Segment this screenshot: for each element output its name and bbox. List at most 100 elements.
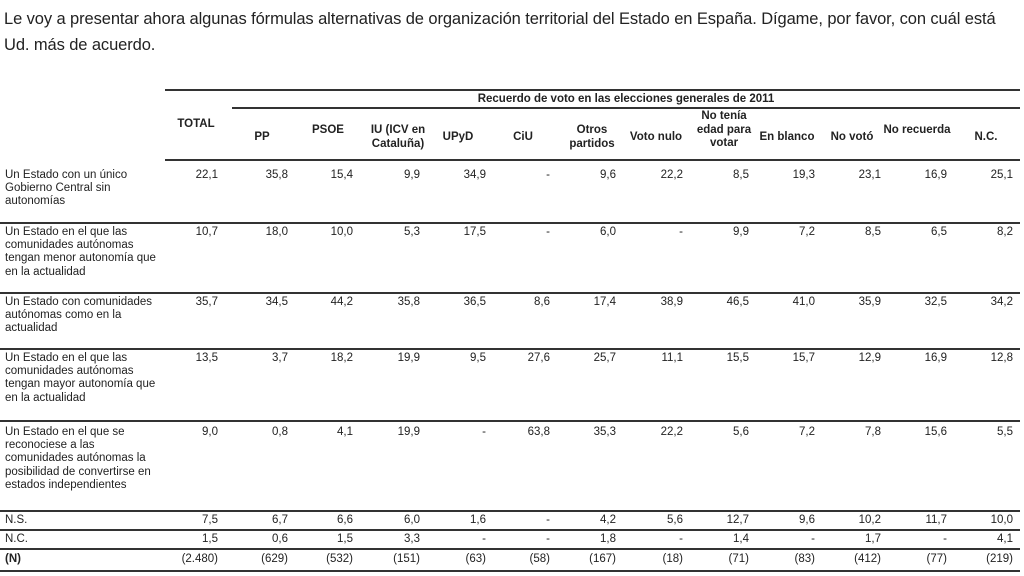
table-cell: 8,2 [997,226,1013,238]
table-cell: 16,9 [924,352,947,364]
table-cell: - [679,533,683,545]
table-cell: 7,2 [799,426,815,438]
row-label: N.C. [5,533,28,545]
row-rule [0,420,1020,422]
table-cell: 41,0 [792,296,815,308]
table-cell: (58) [529,553,550,565]
table-cell: 63,8 [527,426,550,438]
table-cell: 12,8 [990,352,1013,364]
table-cell: 9,9 [404,169,420,181]
table-cell: 6,6 [337,514,353,526]
table-cell: 9,5 [470,352,486,364]
table-cell: 15,6 [924,426,947,438]
table-cell: - [546,514,550,526]
table-cell: 5,6 [667,514,683,526]
table-cell: - [482,426,486,438]
table-cell: (629) [261,553,288,565]
table-cell: (219) [986,553,1013,565]
table-cell: 0,6 [272,533,288,545]
table-cell: 18,0 [265,226,288,238]
column-header-3: IU (ICV en Cataluña) [370,124,426,150]
table-cell: 3,3 [404,533,420,545]
table-cell: 15,5 [726,352,749,364]
table-cell: 13,5 [195,352,218,364]
table-cell: 1,7 [865,533,881,545]
table-cell: 5,5 [997,426,1013,438]
table-cell: 8,5 [733,169,749,181]
row-label: Un Estado en el que las comunidades autó… [5,226,156,278]
group-header: Recuerdo de voto en las elecciones gener… [477,93,775,105]
table-cell: 35,3 [593,426,616,438]
row-label: Un Estado con un único Gobierno Central … [5,169,128,208]
column-header-11: No recuerda [883,124,951,136]
table-cell: 34,9 [463,169,486,181]
table-cell: 19,9 [397,426,420,438]
table-cell: 10,0 [990,514,1013,526]
table-cell: - [811,533,815,545]
table-cell: 22,1 [195,169,218,181]
table-cell: 11,7 [925,514,947,526]
table-cell: 19,9 [397,352,420,364]
row-rule [0,510,1020,512]
table-cell: 9,9 [733,226,749,238]
table-cell: 1,5 [337,533,353,545]
row-rule [0,348,1020,350]
table-cell: 4,2 [600,514,616,526]
row-label: (N) [5,553,21,565]
row-label: Un Estado en el que se reconociese a las… [5,426,151,491]
table-cell: (151) [393,553,420,565]
table-cell: 0,8 [272,426,288,438]
table-cell: 35,7 [195,296,218,308]
table-cell: 8,5 [865,226,881,238]
table-cell: 16,9 [924,169,947,181]
table-cell: 1,4 [733,533,749,545]
table-cell: 18,2 [330,352,353,364]
column-header-0: TOTAL [177,118,215,130]
column-header-4: UPyD [442,131,474,143]
table-cell: 38,9 [660,296,683,308]
group-header-rule [232,107,1020,109]
row-label: N.S. [5,514,28,526]
table-cell: 1,6 [470,514,486,526]
table-cell: 9,6 [799,514,815,526]
table-cell: 23,1 [858,169,881,181]
column-header-2: PSOE [312,124,344,136]
table-cell: - [546,533,550,545]
table-cell: 46,5 [726,296,749,308]
table-cell: (83) [794,553,815,565]
row-rule [0,292,1020,294]
table-cell: (63) [465,553,486,565]
table-cell: 15,4 [330,169,353,181]
table-cell: 34,2 [990,296,1013,308]
table-cell: 6,5 [931,226,947,238]
table-cell: 22,2 [660,169,683,181]
table-cell: 5,6 [733,426,749,438]
table-cell: 35,8 [397,296,420,308]
column-header-9: En blanco [759,131,815,143]
row-rule [0,529,1020,531]
table-cell: (18) [662,553,683,565]
table-cell: - [943,533,947,545]
table-cell: 15,7 [792,352,815,364]
row-rule [0,570,1020,572]
table-top-rule [165,89,1020,91]
column-header-10: No votó [830,131,874,143]
table-cell: 36,5 [463,296,486,308]
table-cell: 10,7 [195,226,218,238]
row-label: Un Estado en el que las comunidades autó… [5,352,156,404]
table-cell: 3,7 [272,352,288,364]
table-cell: 10,2 [858,514,881,526]
table-cell: (412) [854,553,881,565]
table-cell: 6,7 [272,514,288,526]
table-cell: 27,6 [527,352,550,364]
table-cell: 25,1 [990,169,1013,181]
table-cell: 35,8 [265,169,288,181]
table-cell: 4,1 [997,533,1013,545]
table-cell: - [482,533,486,545]
row-rule [0,222,1020,224]
table-cell: 12,7 [726,514,749,526]
column-header-1: PP [254,131,270,143]
table-cell: 11,1 [661,352,683,364]
table-cell: 19,3 [792,169,815,181]
table-cell: 25,7 [593,352,616,364]
